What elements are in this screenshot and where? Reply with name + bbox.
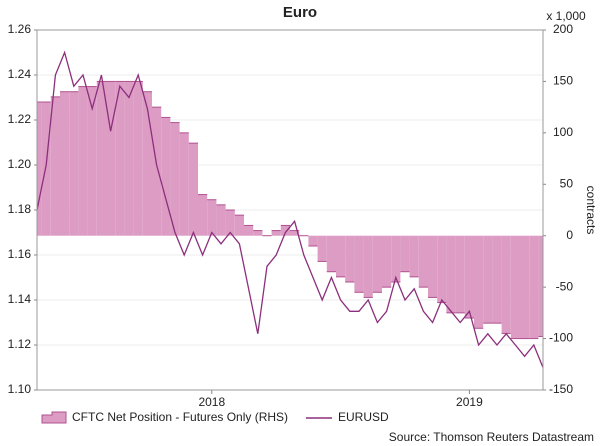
y-tick-label: 1.10 — [8, 382, 32, 396]
y-tick-label: 1.22 — [8, 112, 32, 126]
position-bar — [161, 117, 171, 236]
position-bar — [372, 235, 382, 293]
y2-tick-label: 100 — [553, 125, 573, 139]
position-bar — [326, 235, 336, 272]
y2-axis-label: contracts — [584, 186, 598, 235]
position-bar — [170, 122, 180, 236]
position-bar — [290, 230, 300, 236]
source: Source: Thomson Reuters Datastream — [389, 430, 594, 444]
position-bar — [60, 91, 70, 236]
position-bar — [280, 225, 290, 236]
position-bar — [124, 81, 134, 236]
position-bar — [179, 132, 189, 236]
legend-swatch — [41, 411, 67, 424]
y-tick-label: 1.16 — [8, 247, 32, 261]
position-bar — [409, 235, 419, 277]
plot-frame — [36, 29, 544, 391]
position-bar — [483, 235, 493, 324]
legend-label: CFTC Net Position - Futures Only (RHS) — [72, 410, 288, 424]
x-tick-label: 2018 — [198, 395, 225, 409]
position-bar — [115, 81, 125, 236]
position-bar — [152, 107, 162, 236]
y2-unit: x 1,000 — [546, 9, 586, 23]
position-bar — [400, 235, 410, 272]
position-bar — [446, 235, 456, 313]
position-bar — [418, 235, 428, 288]
position-bar — [455, 235, 465, 313]
position-bar — [271, 230, 281, 236]
y2-tick-label: -150 — [549, 382, 573, 396]
position-bar — [37, 102, 42, 236]
position-bar — [501, 235, 511, 334]
x-tick-label: 2019 — [456, 395, 483, 409]
position-bar — [41, 102, 51, 236]
position-bar — [464, 235, 474, 318]
y2-tick-label: 200 — [553, 22, 573, 36]
position-bar — [317, 235, 327, 262]
position-bar — [87, 86, 97, 236]
y-tick-label: 1.18 — [8, 202, 32, 216]
y2-tick-label: 50 — [560, 176, 574, 190]
position-bar — [510, 235, 520, 339]
position-bar — [69, 91, 79, 236]
position-bar — [106, 81, 116, 236]
position-bar — [50, 96, 60, 236]
y-tick-label: 1.12 — [8, 337, 32, 351]
position-bar — [216, 204, 226, 236]
legend-label: EURUSD — [338, 410, 389, 424]
position-bar — [308, 235, 318, 246]
position-bar — [363, 235, 373, 298]
y-tick-label: 1.24 — [8, 67, 32, 81]
y2-tick-label: 0 — [566, 228, 573, 242]
y-tick-label: 1.14 — [8, 292, 32, 306]
position-bar — [225, 210, 235, 236]
chart-title: Euro — [283, 4, 317, 21]
position-bar — [133, 81, 143, 236]
position-bar — [354, 235, 364, 293]
position-bar — [234, 215, 244, 236]
y2-tick-label: -50 — [556, 279, 574, 293]
position-bar — [474, 235, 484, 329]
y-tick-label: 1.20 — [8, 157, 32, 171]
position-bar — [188, 143, 198, 236]
position-bar — [78, 86, 88, 236]
position-bar — [142, 91, 152, 236]
position-bar — [492, 235, 502, 324]
position-bar — [382, 235, 392, 288]
position-bar — [437, 235, 447, 303]
position-bar — [244, 225, 254, 236]
eurusd-line — [36, 50, 544, 368]
position-bar — [529, 235, 539, 339]
position-bar — [96, 81, 106, 236]
position-bar — [253, 230, 263, 236]
y-tick-label: 1.26 — [8, 22, 32, 36]
position-bar — [538, 235, 543, 337]
y2-tick-label: -100 — [549, 331, 573, 345]
position-bar — [428, 235, 438, 298]
position-bar — [336, 235, 346, 277]
position-bar — [207, 199, 217, 236]
position-bar — [520, 235, 530, 339]
position-bar — [345, 235, 355, 282]
position-bar — [198, 194, 208, 236]
position-bar — [391, 235, 401, 282]
y2-tick-label: 150 — [553, 74, 573, 88]
